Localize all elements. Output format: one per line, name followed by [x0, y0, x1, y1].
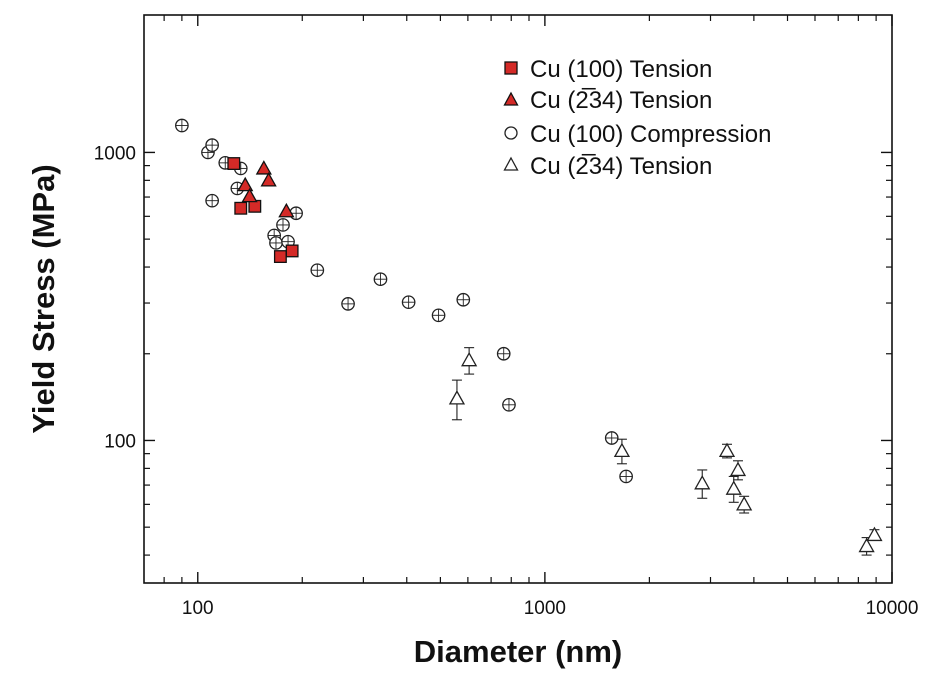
- legend-label-cu234-tension-filled: Cu (2̅34) Tension: [530, 87, 712, 114]
- legend: Cu (100) Tension Cu (2̅34) Tension Cu (1…: [503, 56, 771, 180]
- data-point-triangle: [858, 537, 875, 553]
- legend-marker-cu234-tension-filled: [503, 91, 519, 106]
- data-point-triangle: [241, 187, 258, 203]
- data-point-triangle: [278, 202, 295, 218]
- plot-frame: [143, 14, 893, 584]
- marks-layer: [175, 118, 883, 556]
- series-2: [175, 118, 633, 484]
- data-point-square: [273, 250, 287, 264]
- data-point-square: [234, 201, 248, 215]
- data-point-square: [285, 244, 299, 258]
- data-point-triangle: [260, 172, 277, 187]
- data-point-triangle: [694, 474, 711, 490]
- y-tick-label: 1000: [94, 143, 136, 164]
- legend-marker-cu100-compression: [504, 126, 518, 140]
- data-point-triangle: [736, 496, 753, 511]
- x-tick-label: 1000: [524, 598, 566, 619]
- data-point-square: [227, 157, 241, 170]
- data-point-triangle: [461, 351, 478, 367]
- legend-marker-cu234-tension-open: [503, 156, 519, 171]
- legend-label-cu100-compression: Cu (100) Compression: [530, 121, 771, 148]
- x-tick-label: 100: [182, 598, 214, 619]
- data-point-triangle: [255, 160, 272, 175]
- legend-marker-cu100-tension: [504, 61, 518, 75]
- ticks-layer: 100 1000 10000 100 1000: [94, 15, 919, 619]
- legend-label-cu100-tension: Cu (100) Tension: [530, 56, 712, 83]
- y-axis-label: Yield Stress (MPa): [26, 164, 61, 433]
- series-1: [237, 160, 295, 218]
- data-point-triangle: [448, 390, 466, 405]
- data-point-triangle: [725, 480, 742, 495]
- data-point-triangle: [866, 526, 883, 542]
- legend-label-cu234-tension-open: Cu (2̅34) Tension: [530, 153, 712, 180]
- data-point-triangle: [729, 461, 747, 477]
- data-point-triangle: [237, 176, 254, 192]
- series-0: [227, 157, 299, 264]
- series-3: [448, 347, 883, 556]
- x-axis-label: Diameter (nm): [414, 634, 622, 669]
- x-tick-label: 10000: [866, 598, 919, 619]
- data-point-triangle: [718, 442, 736, 458]
- y-tick-label: 100: [104, 431, 136, 452]
- data-point-triangle: [613, 442, 631, 458]
